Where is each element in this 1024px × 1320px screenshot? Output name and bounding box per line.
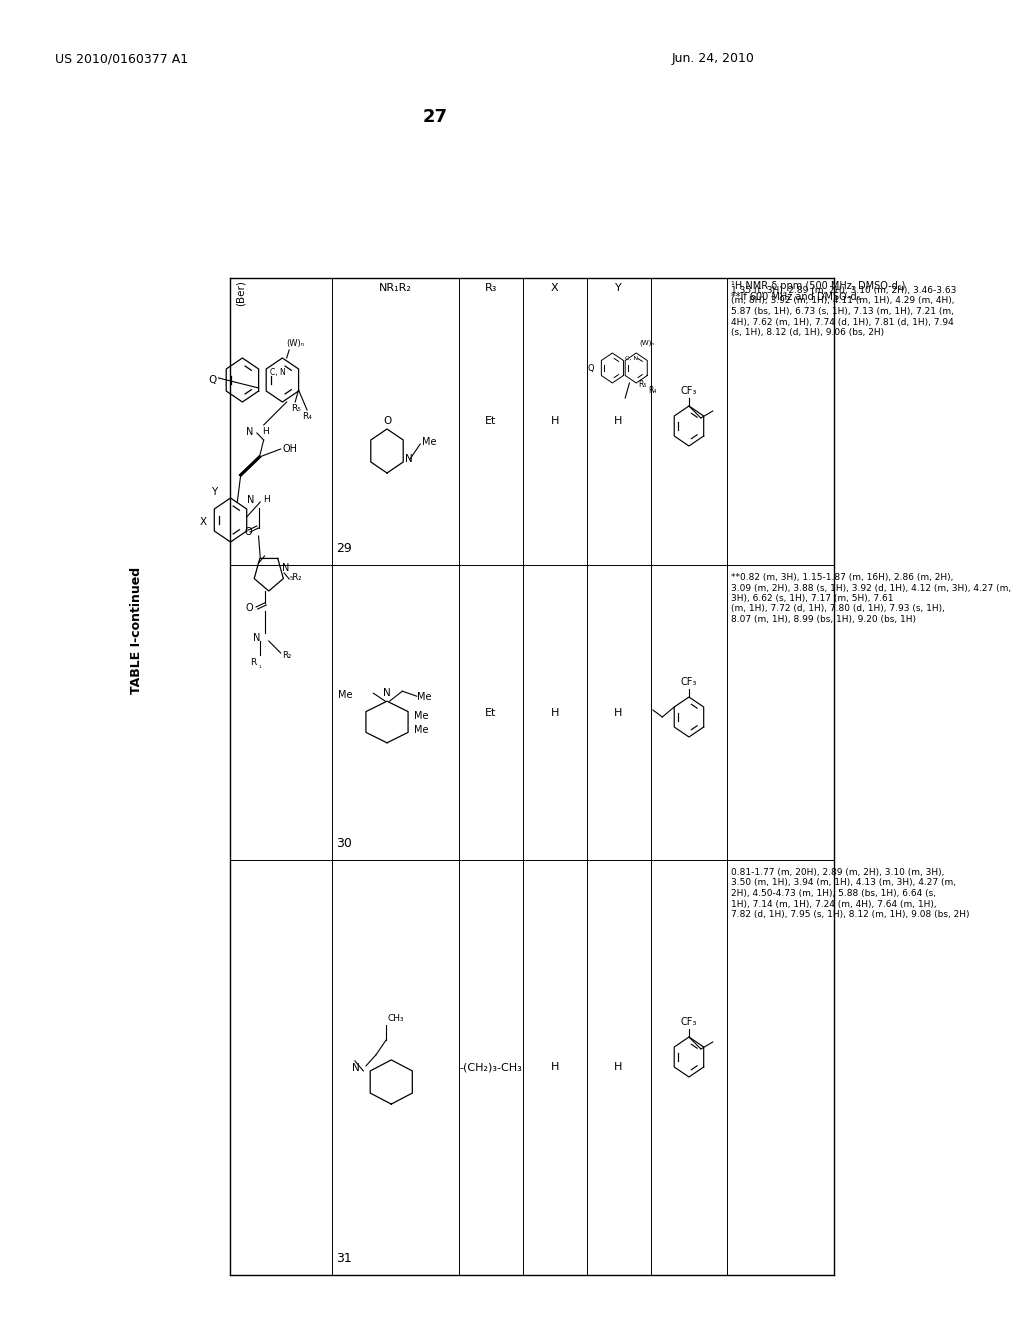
Text: TABLE I-continued: TABLE I-continued [130,566,142,693]
Text: 5.87 (bs, 1H), 6.73 (s, 1H), 7.13 (m, 1H), 7.21 (m,: 5.87 (bs, 1H), 6.73 (s, 1H), 7.13 (m, 1H… [731,308,954,315]
Text: Q: Q [209,375,217,385]
Text: Et: Et [485,708,497,718]
Text: 4H), 7.62 (m, 1H), 7.74 (d, 1H), 7.81 (d, 1H), 7.94: 4H), 7.62 (m, 1H), 7.74 (d, 1H), 7.81 (d… [731,318,954,326]
Text: H: H [263,495,269,504]
Text: CF₃: CF₃ [681,677,697,686]
Text: 3.50 (m, 1H), 3.94 (m, 1H), 4.13 (m, 3H), 4.27 (m,: 3.50 (m, 1H), 3.94 (m, 1H), 4.13 (m, 3H)… [731,879,956,887]
Text: Me: Me [414,711,428,721]
Text: 3H), 6.62 (s, 1H), 7.17 (m, 5H), 7.61: 3H), 6.62 (s, 1H), 7.17 (m, 5H), 7.61 [731,594,894,603]
Text: N: N [352,1063,360,1073]
Text: N: N [246,426,254,437]
Text: Jun. 24, 2010: Jun. 24, 2010 [672,51,755,65]
Text: H: H [614,417,623,426]
Text: CH₃: CH₃ [388,1014,404,1023]
Text: 27: 27 [423,108,447,125]
Text: R₄: R₄ [302,412,312,421]
Text: N: N [247,495,254,506]
Text: Me: Me [422,437,436,447]
Text: ₁: ₁ [259,663,262,669]
Text: R₃: R₃ [484,282,497,293]
Text: 1.35 (t, 3H), 2.89 (m, 2H), 3.10 (m, 2H), 3.46-3.63: 1.35 (t, 3H), 2.89 (m, 2H), 3.10 (m, 2H)… [731,286,956,294]
Text: O: O [244,527,252,537]
Text: 29: 29 [336,543,351,554]
Text: R₄: R₄ [648,385,656,395]
Text: R₅: R₅ [638,380,646,389]
Text: H: H [262,426,268,436]
Text: Q: Q [587,363,594,372]
Text: Et: Et [485,417,497,426]
Text: NR₁R₂: NR₁R₂ [379,282,412,293]
Text: Me: Me [417,692,431,702]
Text: O: O [383,416,391,426]
Text: (W)ₙ: (W)ₙ [640,339,654,346]
Text: R₅: R₅ [291,404,301,413]
Text: N: N [283,564,290,573]
Text: 2H), 4.50-4.73 (m, 1H), 5.88 (bs, 1H), 6.64 (s,: 2H), 4.50-4.73 (m, 1H), 5.88 (bs, 1H), 6… [731,888,937,898]
Text: R₂: R₂ [283,651,292,660]
Text: N: N [253,634,260,643]
Text: (s, 1H), 8.12 (d, 1H), 9.06 (bs, 2H): (s, 1H), 8.12 (d, 1H), 9.06 (bs, 2H) [731,327,885,337]
Text: ₅R₂: ₅R₂ [289,573,302,582]
Text: 31: 31 [336,1251,351,1265]
Text: 8.07 (m, 1H), 8.99 (bs, 1H), 9.20 (bs, 1H): 8.07 (m, 1H), 8.99 (bs, 1H), 9.20 (bs, 1… [731,615,916,624]
Text: Me: Me [414,725,428,735]
Text: H: H [614,708,623,718]
Text: H: H [550,417,559,426]
Text: N: N [383,688,391,698]
Text: N: N [404,454,413,465]
Text: US 2010/0160377 A1: US 2010/0160377 A1 [55,51,188,65]
Text: ¹H NMR δ ppm (500 MHz, DMSO-d₆): ¹H NMR δ ppm (500 MHz, DMSO-d₆) [731,281,906,290]
Text: O: O [246,603,254,612]
Text: (Ber): (Ber) [236,280,246,306]
Text: (m, 8H), 3.92 (m, 1H), 4.11 (m, 1H), 4.29 (m, 4H),: (m, 8H), 3.92 (m, 1H), 4.11 (m, 1H), 4.2… [731,297,955,305]
Text: (W)ₙ: (W)ₙ [287,339,305,348]
Text: X: X [551,282,558,293]
Text: 0.81-1.77 (m, 20H), 2.89 (m, 2H), 3.10 (m, 3H),: 0.81-1.77 (m, 20H), 2.89 (m, 2H), 3.10 (… [731,869,945,876]
Text: OH: OH [283,444,297,454]
Text: 30: 30 [336,837,352,850]
Text: C, N: C, N [626,355,639,360]
Text: H: H [550,1063,559,1072]
Text: **If 600 MHz and DMSO-d₆: **If 600 MHz and DMSO-d₆ [731,292,861,302]
Text: X: X [200,517,207,527]
Text: (m, 1H), 7.72 (d, 1H), 7.80 (d, 1H), 7.93 (s, 1H),: (m, 1H), 7.72 (d, 1H), 7.80 (d, 1H), 7.9… [731,605,945,614]
Text: **0.82 (m, 3H), 1.15-1.87 (m, 16H), 2.86 (m, 2H),: **0.82 (m, 3H), 1.15-1.87 (m, 16H), 2.86… [731,573,954,582]
Text: C, N: C, N [270,367,286,376]
Text: -(CH₂)₃-CH₃: -(CH₂)₃-CH₃ [460,1063,522,1072]
Text: H: H [614,1063,623,1072]
Text: R: R [250,657,257,667]
Text: CF₃: CF₃ [681,1016,697,1027]
Text: CF₃: CF₃ [681,385,697,396]
Text: Y: Y [211,487,217,498]
Text: Y: Y [615,282,622,293]
Text: Me: Me [339,690,353,700]
Text: 7.82 (d, 1H), 7.95 (s, 1H), 8.12 (m, 1H), 9.08 (bs, 2H): 7.82 (d, 1H), 7.95 (s, 1H), 8.12 (m, 1H)… [731,909,970,919]
Text: 3.09 (m, 2H), 3.88 (s, 1H), 3.92 (d, 1H), 4.12 (m, 3H), 4.27 (m,: 3.09 (m, 2H), 3.88 (s, 1H), 3.92 (d, 1H)… [731,583,1012,593]
Text: H: H [550,708,559,718]
Text: 1H), 7.14 (m, 1H), 7.24 (m, 4H), 7.64 (m, 1H),: 1H), 7.14 (m, 1H), 7.24 (m, 4H), 7.64 (m… [731,899,937,908]
